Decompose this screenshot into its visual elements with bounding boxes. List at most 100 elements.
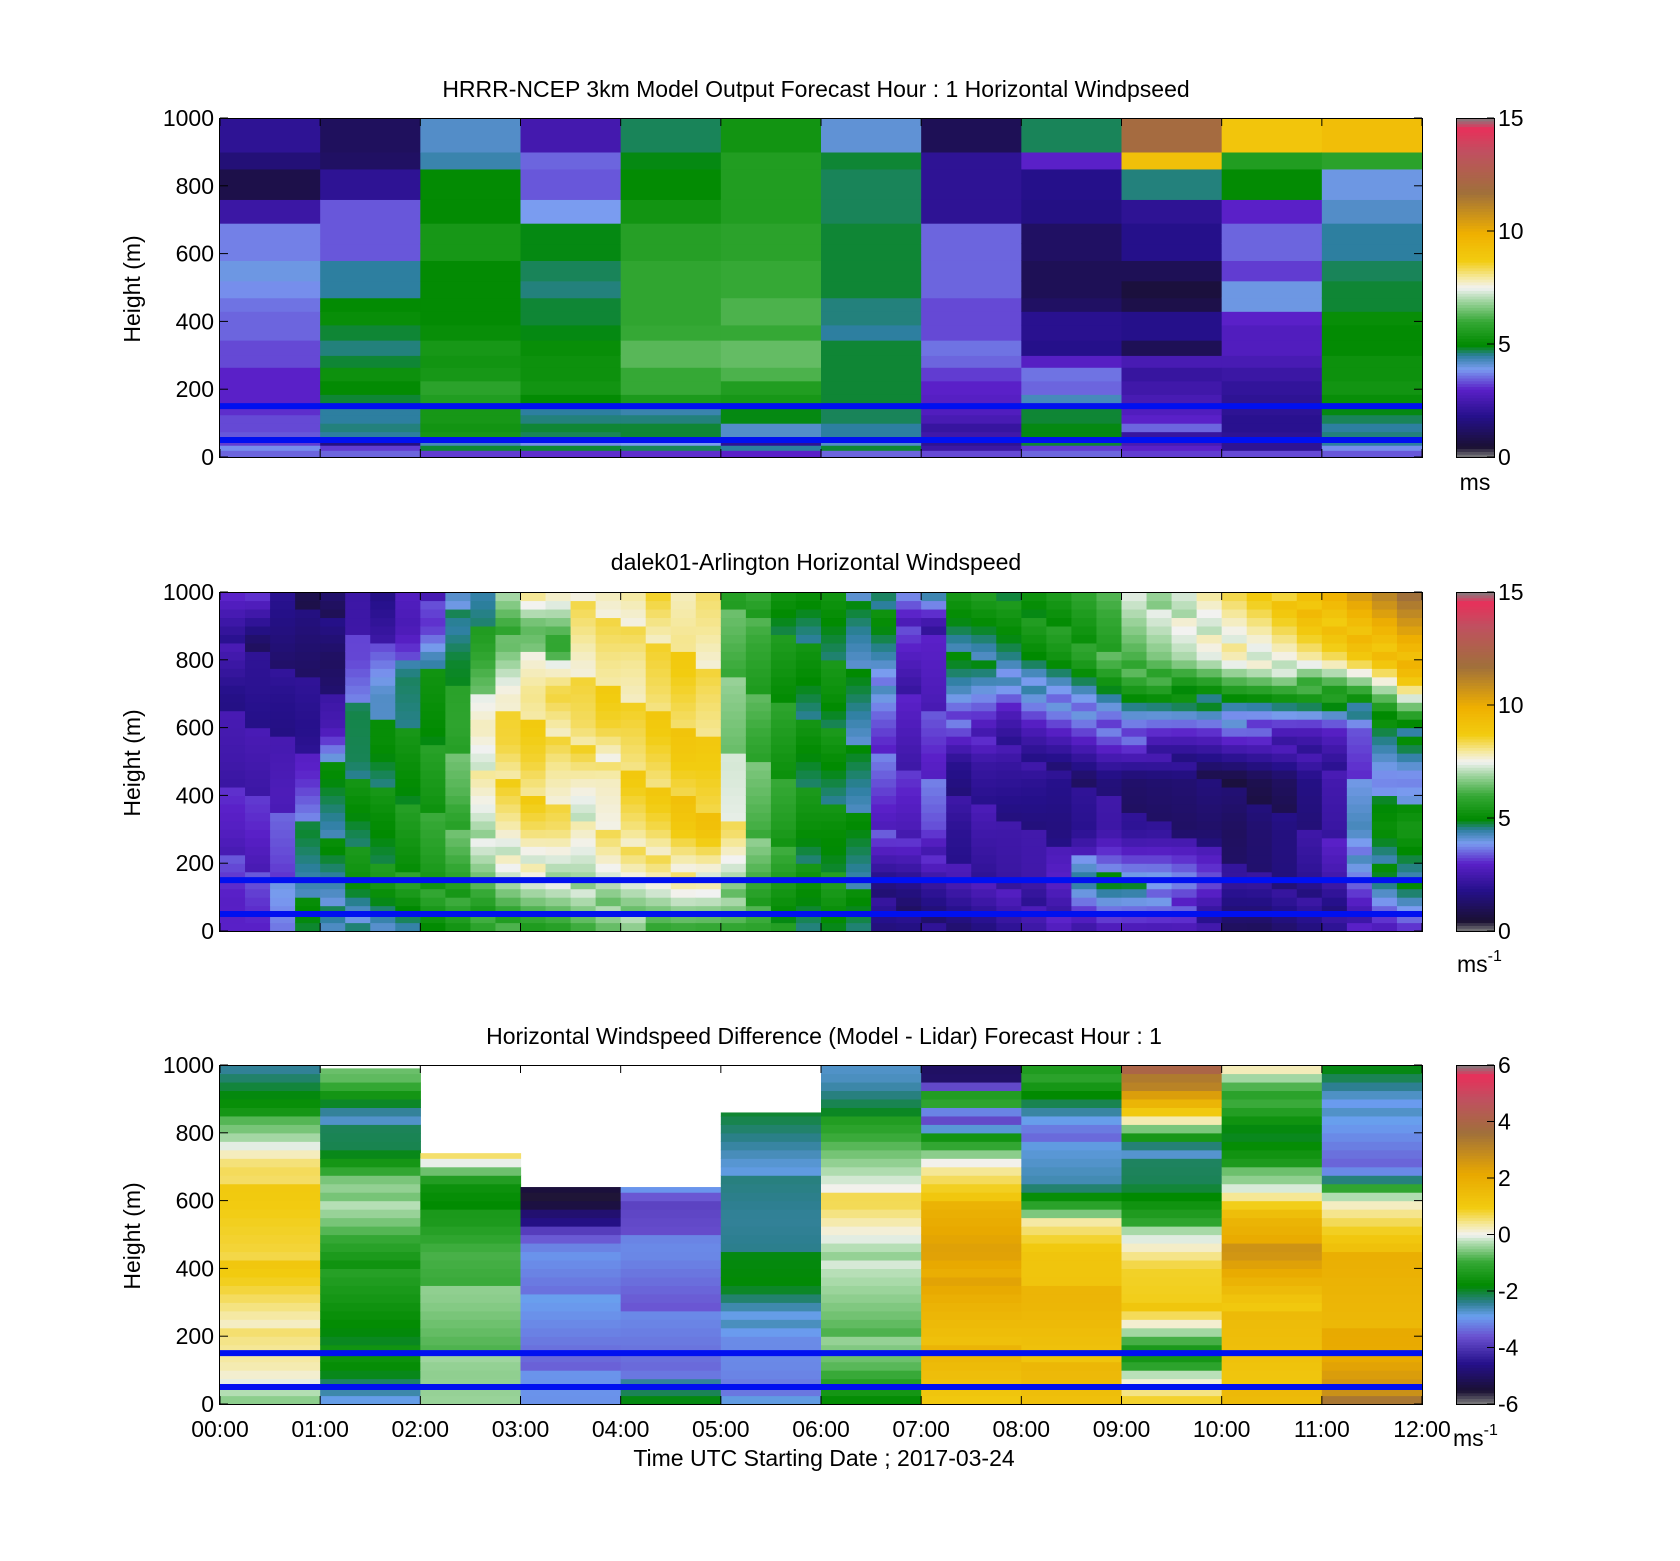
heatmap-cell xyxy=(420,769,446,780)
colorbar-segment xyxy=(1456,1172,1494,1176)
colorbar-segment xyxy=(1456,1307,1494,1312)
heatmap-cell xyxy=(1071,897,1098,907)
heatmap-cell xyxy=(1396,795,1423,805)
heatmap-cell xyxy=(670,846,697,856)
heatmap-cell xyxy=(720,1259,822,1269)
colorbar-segment xyxy=(1456,182,1494,187)
heatmap-cell xyxy=(570,897,597,907)
heatmap-cell xyxy=(220,355,321,368)
heatmap-cell xyxy=(420,1293,522,1303)
heatmap-cell xyxy=(1246,871,1273,881)
heatmap-cell xyxy=(545,905,572,915)
heatmap-cell xyxy=(946,625,972,635)
heatmap-cell xyxy=(1171,744,1198,754)
heatmap-cell xyxy=(996,744,1022,754)
heatmap-cell xyxy=(1246,863,1273,873)
heatmap-cell xyxy=(745,820,772,830)
heatmap-cell xyxy=(1021,380,1123,395)
heatmap-cell xyxy=(1321,423,1423,433)
heatmap-cell xyxy=(470,761,497,771)
colorbar-segment xyxy=(1456,1194,1494,1199)
heatmap-cell xyxy=(320,1327,421,1337)
colorbar-segment xyxy=(1456,755,1494,760)
heatmap-cell xyxy=(420,423,522,433)
heatmap-cell xyxy=(1346,676,1373,686)
heatmap-cell xyxy=(770,736,797,746)
heatmap-cell xyxy=(795,863,822,873)
y-axis-label: Height (m) xyxy=(119,235,145,342)
heatmap-cell xyxy=(1196,668,1223,678)
heatmap-cell xyxy=(220,1107,321,1117)
heatmap-cell xyxy=(1271,608,1298,619)
heatmap-cell xyxy=(1221,744,1248,754)
heatmap-cell xyxy=(495,829,522,839)
heatmap-cell xyxy=(1371,592,1398,602)
heatmap-cell xyxy=(846,625,872,635)
heatmap-cell xyxy=(1221,1149,1323,1159)
colorbar-segment xyxy=(1456,245,1494,249)
heatmap-cell xyxy=(1371,659,1398,669)
heatmap-cell xyxy=(695,888,722,898)
colorbar-segment xyxy=(1456,611,1494,616)
heatmap-cell xyxy=(1221,380,1323,395)
heatmap-cell xyxy=(720,355,822,368)
heatmap-cell xyxy=(720,854,747,864)
heatmap-cell xyxy=(1021,1268,1123,1278)
heatmap-cell xyxy=(821,871,847,881)
heatmap-cell xyxy=(770,769,797,780)
heatmap-cell xyxy=(1096,871,1123,881)
colorbar-segment xyxy=(1456,1364,1494,1368)
heatmap-cell xyxy=(545,719,572,729)
colorbar-segment xyxy=(1456,843,1494,847)
colorbar-segment xyxy=(1456,231,1494,235)
heatmap-cell xyxy=(1346,914,1373,924)
heatmap-cell xyxy=(295,753,321,763)
heatmap-cell xyxy=(1346,617,1373,627)
colorbar-segment xyxy=(1456,1166,1494,1171)
heatmap-cell xyxy=(745,719,772,729)
heatmap-cell xyxy=(871,922,897,932)
heatmap-cell xyxy=(1121,1353,1223,1363)
heatmap-cell xyxy=(971,846,997,856)
heatmap-cell xyxy=(395,888,421,898)
heatmap-cell xyxy=(320,1361,421,1371)
colorbar-segment xyxy=(1456,761,1494,765)
heatmap-cell xyxy=(320,642,346,652)
heatmap-cell xyxy=(921,243,1022,261)
colorbar-segment xyxy=(1456,1161,1494,1165)
heatmap-cell xyxy=(770,693,797,703)
heatmap-cell xyxy=(420,888,446,898)
colorbar-tick-label: 0 xyxy=(1498,1222,1511,1248)
heatmap-cell xyxy=(1121,905,1148,915)
heatmap-cell xyxy=(1371,871,1398,881)
heatmap-cell xyxy=(996,761,1022,771)
colorbar-segment xyxy=(1456,1310,1494,1315)
heatmap-cell xyxy=(921,702,947,712)
heatmap-cell xyxy=(1021,223,1123,245)
heatmap-cell xyxy=(1221,297,1323,312)
heatmap-cell xyxy=(1121,1192,1223,1202)
heatmap-cell xyxy=(720,744,747,754)
heatmap-cell xyxy=(1296,812,1323,822)
colorbar-segment xyxy=(1456,1392,1494,1397)
heatmap-cell xyxy=(921,1107,1022,1117)
heatmap-cell xyxy=(1396,736,1423,746)
heatmap-cell xyxy=(720,324,822,341)
colorbar-tick-label: -2 xyxy=(1498,1278,1518,1304)
heatmap-cell xyxy=(946,854,972,864)
heatmap-cell xyxy=(745,846,772,856)
heatmap-cell xyxy=(445,625,472,635)
colorbar-segment xyxy=(1456,736,1494,740)
heatmap-cell xyxy=(896,812,922,822)
heatmap-cell xyxy=(821,1175,922,1185)
heatmap-cell xyxy=(395,795,421,805)
heatmap-cell xyxy=(1246,651,1273,661)
heatmap-cell xyxy=(695,914,722,924)
colorbar-segment xyxy=(1456,905,1494,909)
colorbar-segment xyxy=(1456,321,1494,325)
heatmap-cell xyxy=(420,1192,522,1202)
heatmap-cell xyxy=(1071,617,1098,627)
heatmap-cell xyxy=(821,1242,922,1253)
heatmap-cell xyxy=(1346,744,1373,754)
colorbar-segment xyxy=(1456,665,1494,669)
